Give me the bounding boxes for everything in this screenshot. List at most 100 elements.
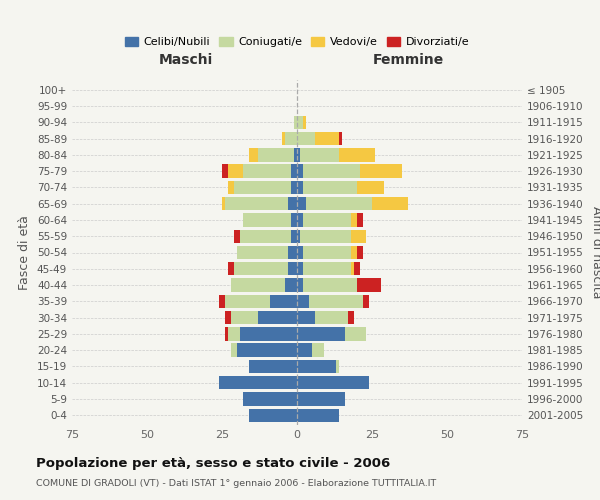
Bar bbox=[315, 132, 339, 145]
Bar bbox=[258, 148, 294, 162]
Bar bbox=[351, 230, 366, 243]
Bar bbox=[249, 408, 297, 422]
Bar bbox=[345, 327, 366, 340]
Legend: Celibi/Nubili, Coniugati/e, Vedovi/e, Divorziati/e: Celibi/Nubili, Coniugati/e, Vedovi/e, Di… bbox=[121, 32, 473, 52]
Bar bbox=[315, 311, 348, 324]
Bar bbox=[225, 311, 231, 324]
Bar bbox=[222, 164, 228, 178]
Bar bbox=[297, 294, 309, 308]
Bar bbox=[303, 180, 357, 194]
Bar bbox=[351, 214, 357, 226]
Bar bbox=[372, 197, 408, 210]
Bar bbox=[297, 262, 303, 276]
Bar bbox=[300, 148, 339, 162]
Bar bbox=[339, 148, 375, 162]
Bar bbox=[225, 327, 228, 340]
Bar bbox=[357, 278, 381, 291]
Bar bbox=[288, 197, 297, 210]
Bar bbox=[291, 180, 297, 194]
Bar bbox=[294, 148, 297, 162]
Bar bbox=[348, 311, 354, 324]
Bar bbox=[225, 197, 288, 210]
Bar bbox=[297, 360, 336, 373]
Y-axis label: Fasce di età: Fasce di età bbox=[19, 215, 31, 290]
Bar bbox=[291, 230, 297, 243]
Bar bbox=[306, 197, 372, 210]
Bar bbox=[240, 230, 291, 243]
Bar bbox=[297, 197, 306, 210]
Bar bbox=[228, 327, 240, 340]
Bar bbox=[228, 164, 243, 178]
Bar bbox=[351, 262, 354, 276]
Bar bbox=[303, 262, 351, 276]
Bar bbox=[303, 278, 357, 291]
Bar bbox=[303, 246, 351, 259]
Bar bbox=[354, 262, 360, 276]
Bar bbox=[303, 116, 306, 129]
Bar bbox=[357, 214, 363, 226]
Bar bbox=[336, 360, 339, 373]
Bar bbox=[288, 246, 297, 259]
Bar bbox=[297, 246, 303, 259]
Text: Popolazione per età, sesso e stato civile - 2006: Popolazione per età, sesso e stato civil… bbox=[36, 458, 390, 470]
Bar bbox=[240, 327, 297, 340]
Bar bbox=[291, 214, 297, 226]
Bar bbox=[222, 197, 225, 210]
Bar bbox=[297, 116, 303, 129]
Bar bbox=[282, 132, 285, 145]
Bar bbox=[357, 180, 384, 194]
Bar bbox=[303, 164, 360, 178]
Bar bbox=[258, 311, 297, 324]
Bar bbox=[297, 164, 303, 178]
Bar bbox=[225, 294, 270, 308]
Bar bbox=[243, 164, 291, 178]
Bar bbox=[363, 294, 369, 308]
Bar bbox=[219, 376, 297, 390]
Bar bbox=[231, 311, 258, 324]
Bar bbox=[297, 132, 315, 145]
Bar bbox=[249, 148, 258, 162]
Bar bbox=[297, 278, 303, 291]
Y-axis label: Anni di nascita: Anni di nascita bbox=[590, 206, 600, 298]
Bar bbox=[297, 148, 300, 162]
Bar bbox=[360, 164, 402, 178]
Bar bbox=[297, 214, 303, 226]
Bar bbox=[294, 116, 297, 129]
Bar bbox=[312, 344, 324, 357]
Bar bbox=[249, 360, 297, 373]
Bar bbox=[243, 392, 297, 406]
Bar bbox=[297, 392, 345, 406]
Bar bbox=[297, 230, 300, 243]
Bar bbox=[297, 180, 303, 194]
Bar bbox=[285, 132, 297, 145]
Bar bbox=[351, 246, 357, 259]
Bar bbox=[231, 344, 237, 357]
Bar bbox=[297, 311, 315, 324]
Bar bbox=[234, 230, 240, 243]
Bar bbox=[270, 294, 297, 308]
Bar bbox=[234, 262, 288, 276]
Bar bbox=[237, 246, 288, 259]
Bar bbox=[234, 180, 291, 194]
Bar bbox=[297, 376, 369, 390]
Bar bbox=[285, 278, 297, 291]
Bar bbox=[228, 180, 234, 194]
Bar bbox=[297, 344, 312, 357]
Bar bbox=[297, 327, 345, 340]
Text: COMUNE DI GRADOLI (VT) - Dati ISTAT 1° gennaio 2006 - Elaborazione TUTTITALIA.IT: COMUNE DI GRADOLI (VT) - Dati ISTAT 1° g… bbox=[36, 479, 436, 488]
Bar bbox=[291, 164, 297, 178]
Bar bbox=[303, 214, 351, 226]
Text: Maschi: Maschi bbox=[159, 53, 213, 67]
Bar bbox=[339, 132, 342, 145]
Bar bbox=[357, 246, 363, 259]
Bar bbox=[219, 294, 225, 308]
Text: Femmine: Femmine bbox=[373, 53, 443, 67]
Bar bbox=[243, 214, 291, 226]
Bar bbox=[288, 262, 297, 276]
Bar bbox=[300, 230, 351, 243]
Bar bbox=[237, 344, 297, 357]
Bar bbox=[228, 262, 234, 276]
Bar bbox=[309, 294, 363, 308]
Bar bbox=[231, 278, 285, 291]
Bar bbox=[297, 408, 339, 422]
